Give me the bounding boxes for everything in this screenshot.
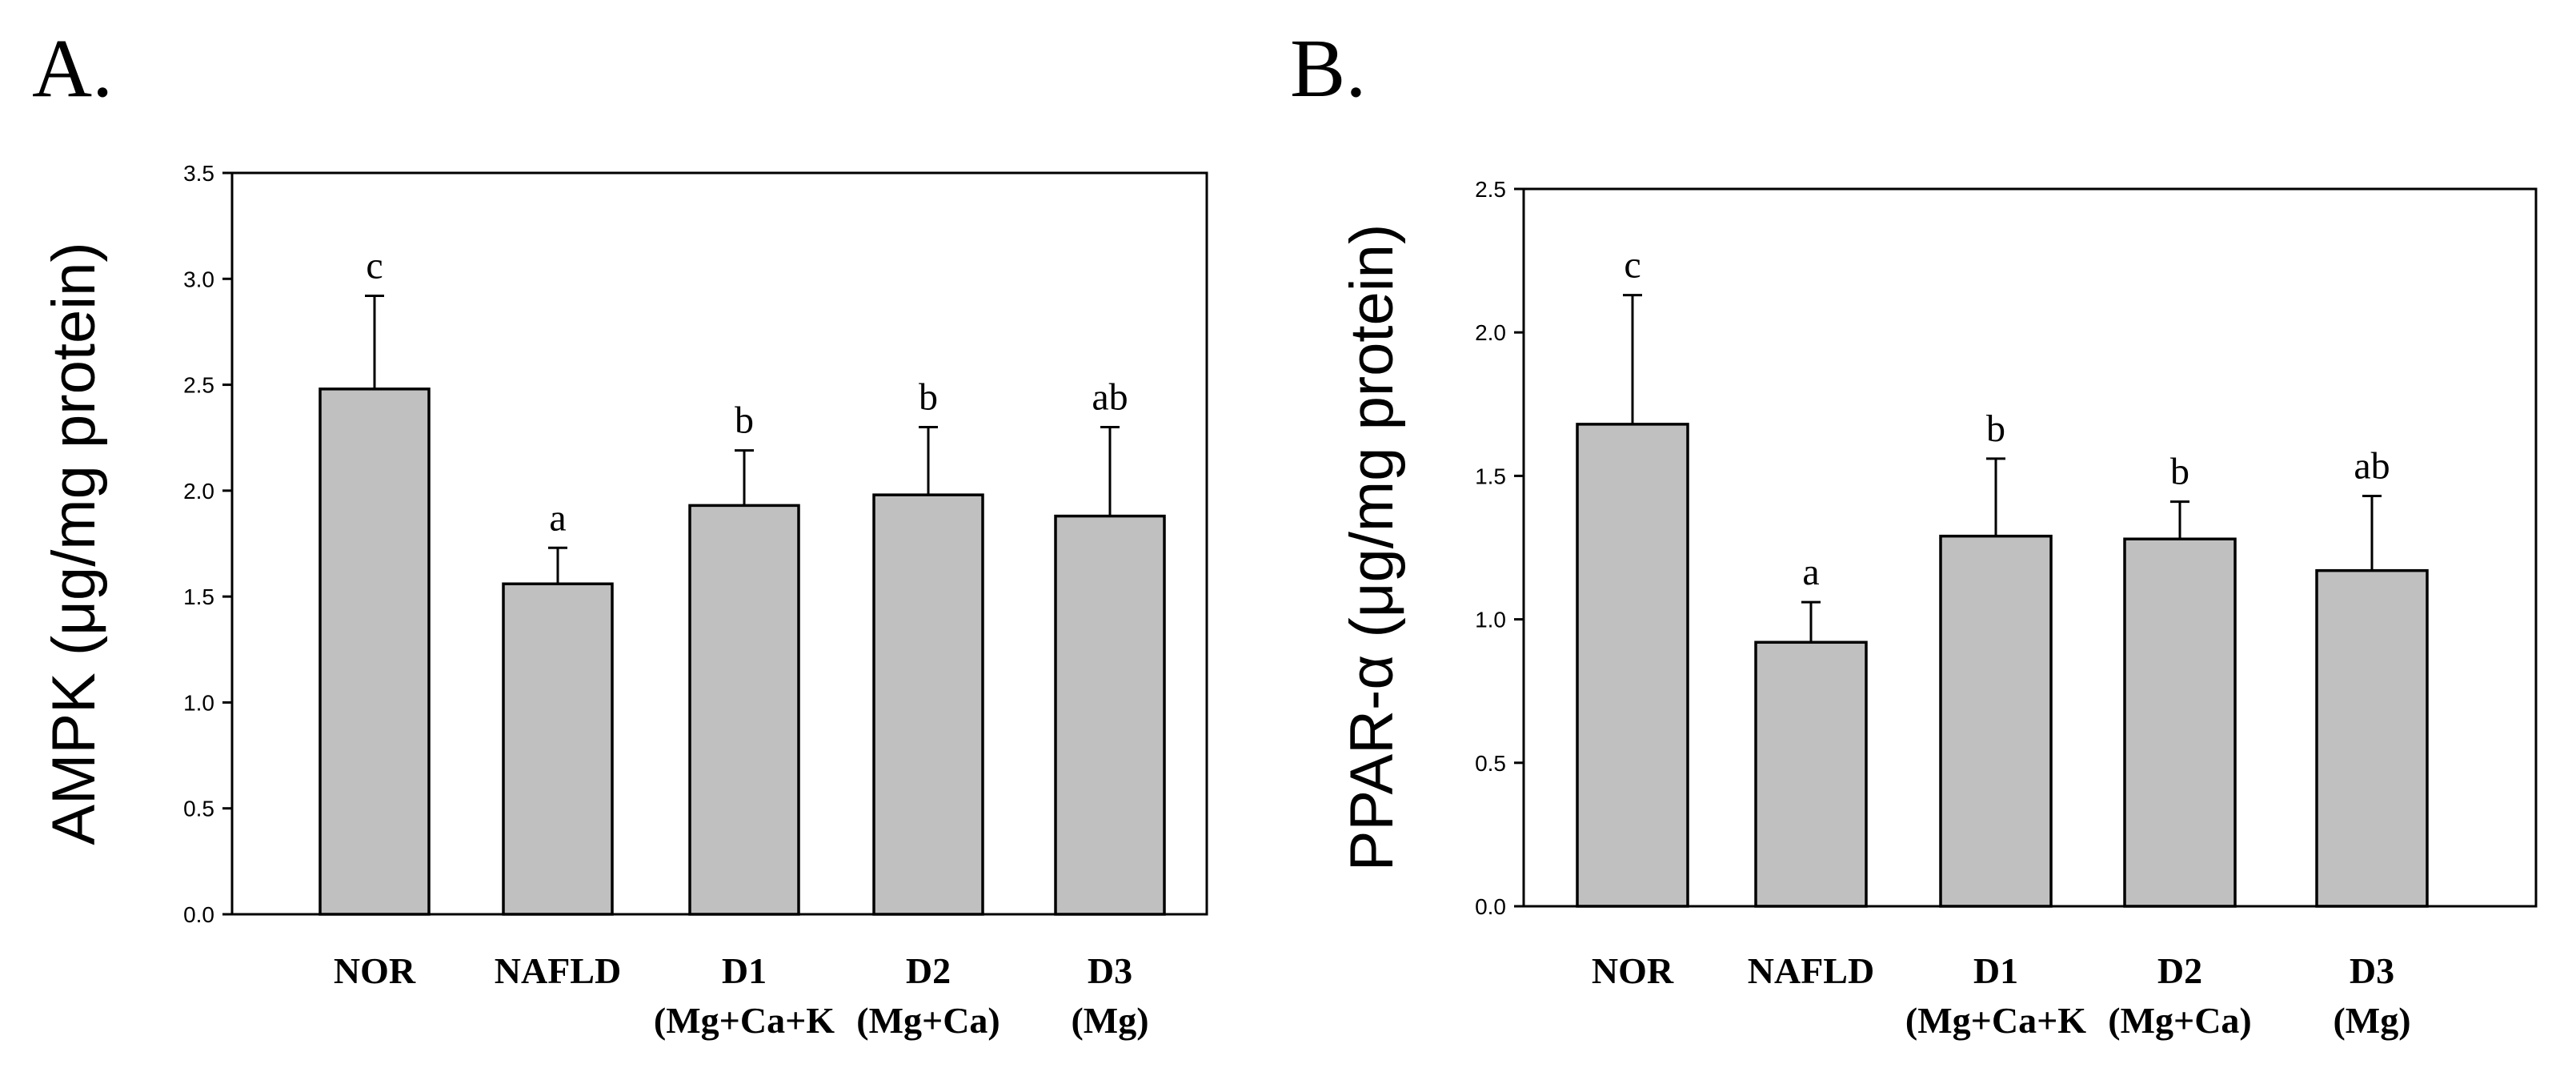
panel-b: B. PPAR-α (μg/mg protein) c NOR a NAFLD b D1 (Mg… bbox=[1290, 22, 2538, 1041]
x-tick-sublabel: (Mg) bbox=[1071, 1000, 1148, 1041]
bar bbox=[1939, 534, 2053, 908]
y-tick-label: 2.0 bbox=[1475, 320, 1506, 345]
x-tick-sublabel: (Mg+Ca) bbox=[2108, 1000, 2252, 1041]
significance-label: b bbox=[735, 399, 754, 442]
significance-label: ab bbox=[1092, 375, 1128, 418]
bar bbox=[318, 387, 431, 916]
y-tick-label: 1.5 bbox=[183, 584, 214, 609]
y-tick-label: 1.5 bbox=[1475, 464, 1506, 488]
x-tick-label: D3 bbox=[2350, 950, 2394, 991]
x-tick-label: NOR bbox=[1592, 950, 1674, 991]
significance-label: b bbox=[2170, 451, 2189, 493]
y-tick-label: 3.0 bbox=[183, 267, 214, 291]
x-tick-label: D1 bbox=[1973, 950, 2018, 991]
bar bbox=[688, 504, 800, 916]
bar bbox=[502, 582, 614, 916]
y-axis-label: AMPK (μg/mg protein) bbox=[40, 242, 108, 845]
bar bbox=[1754, 640, 1868, 908]
y-tick-label: 0.5 bbox=[183, 797, 214, 821]
x-tick-label: D2 bbox=[906, 950, 951, 991]
y-tick-label: 3.5 bbox=[183, 161, 214, 186]
y-axis-label: PPAR-α (μg/mg protein) bbox=[1338, 224, 1406, 872]
x-tick-label: NAFLD bbox=[1748, 950, 1874, 991]
bar bbox=[2315, 568, 2429, 908]
x-tick-sublabel: (Mg+Ca+K bbox=[654, 1000, 835, 1041]
x-tick-sublabel: (Mg+Ca) bbox=[856, 1000, 1000, 1041]
plot-frame bbox=[230, 171, 1208, 916]
panel-a: A. AMPK (μg/mg protein) c NOR a NAFLD b D1 (Mg+C… bbox=[32, 22, 1208, 1041]
significance-label: a bbox=[1802, 551, 1819, 593]
y-tick-label: 1.0 bbox=[183, 690, 214, 715]
significance-label: b bbox=[919, 375, 938, 418]
y-tick-label: 1.0 bbox=[1475, 608, 1506, 632]
bar bbox=[872, 493, 984, 916]
panel-letter: B. bbox=[1290, 22, 1366, 114]
significance-label: a bbox=[549, 496, 566, 539]
panel-letter: A. bbox=[32, 22, 113, 114]
bar bbox=[1054, 514, 1166, 916]
significance-label: c bbox=[366, 244, 383, 287]
x-tick-label: D1 bbox=[722, 950, 767, 991]
x-tick-sublabel: (Mg+Ca+K bbox=[1905, 1000, 2086, 1041]
x-tick-label: NAFLD bbox=[495, 950, 621, 991]
x-tick-label: D3 bbox=[1088, 950, 1132, 991]
significance-label: ab bbox=[2354, 444, 2390, 487]
y-tick-label: 0.0 bbox=[1475, 894, 1506, 919]
y-tick-label: 2.0 bbox=[183, 479, 214, 504]
significance-label: b bbox=[1986, 408, 2005, 450]
y-tick-label: 0.5 bbox=[1475, 751, 1506, 776]
significance-label: c bbox=[1624, 244, 1641, 287]
x-tick-label: NOR bbox=[334, 950, 416, 991]
x-tick-label: D2 bbox=[2157, 950, 2202, 991]
y-tick-label: 2.5 bbox=[183, 373, 214, 398]
y-tick-label: 2.5 bbox=[1475, 177, 1506, 202]
x-tick-sublabel: (Mg) bbox=[2333, 1000, 2410, 1041]
plot-frame bbox=[1522, 187, 2538, 908]
bar bbox=[1576, 423, 1689, 908]
bar bbox=[2123, 537, 2237, 908]
y-tick-label: 0.0 bbox=[183, 902, 214, 927]
